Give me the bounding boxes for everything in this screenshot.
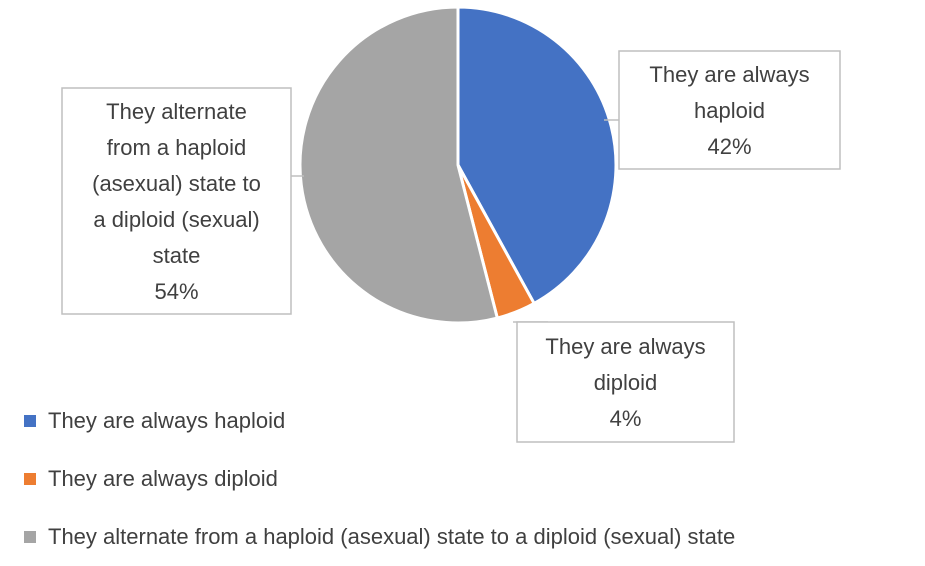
data-label-alternate-box (61, 87, 292, 315)
data-label-alternate-line: 54% (154, 279, 198, 304)
data-label-diploid-line: diploid (594, 370, 658, 395)
slice-alternate (298, 5, 500, 325)
legend-label-haploid: They are always haploid (48, 408, 286, 433)
legend-item-alternate: They alternate from a haploid (asexual) … (24, 508, 735, 566)
data-label-haploid-line: They are always (649, 62, 809, 87)
legend-label-alternate: They alternate from a haploid (asexual) … (48, 524, 736, 549)
data-label-haploid-box (618, 50, 841, 170)
data-label-alternate-line: They alternate (106, 99, 247, 124)
data-label-haploid: They are always haploid 42% (604, 50, 841, 170)
data-label-alternate-line: a diploid (sexual) (93, 207, 259, 232)
data-label-diploid: They are always diploid 4% (513, 321, 735, 443)
legend-label-diploid: They are always diploid (48, 466, 278, 491)
legend-swatch-diploid (24, 473, 36, 485)
data-label-diploid-line: 4% (610, 406, 642, 431)
data-label-haploid-line: 42% (707, 134, 751, 159)
legend: They are always haploid They are always … (24, 392, 735, 566)
legend-swatch-alternate (24, 531, 36, 543)
data-label-haploid-line: haploid (694, 98, 765, 123)
data-label-alternate-line: (asexual) state to (92, 171, 261, 196)
legend-item-haploid: They are always haploid (24, 392, 735, 450)
data-label-alternate-line: from a haploid (107, 135, 246, 160)
data-label-diploid-line: They are always (545, 334, 705, 359)
data-label-diploid-box (516, 321, 735, 443)
slice-haploid (456, 5, 618, 306)
data-label-alternate: They alternate from a haploid (asexual) st… (61, 87, 304, 315)
legend-swatch-haploid (24, 415, 36, 427)
data-label-alternate-line: state (153, 243, 201, 268)
legend-item-diploid: They are always diploid (24, 450, 735, 508)
